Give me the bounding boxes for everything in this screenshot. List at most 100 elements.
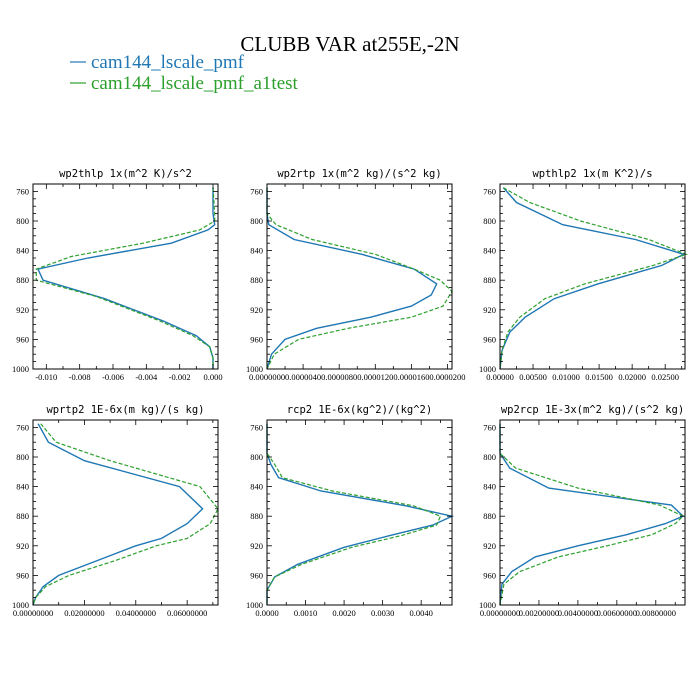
panel-1: wp2thlp 1x(m^2 K)/s^2 760 800 840 880 920 960 1… — [12, 168, 223, 382]
y-tick-label: 880 — [250, 275, 263, 285]
y-tick-label: 1000 — [12, 600, 29, 610]
y-tick-label: 1000 — [246, 364, 263, 374]
x-tick-label: 0.00800000 — [636, 608, 676, 618]
panels: wp2thlp 1x(m^2 K)/s^2 760 800 840 880 920 960 1… — [12, 168, 689, 618]
y-tick-label: 920 — [16, 305, 29, 315]
x-tick-label: 0.01500 — [585, 372, 613, 382]
x-tick-label: 0.0000 — [255, 608, 278, 618]
y-tick-label: 880 — [483, 511, 496, 521]
y-tick-label: 960 — [483, 570, 496, 580]
y-tick-label: 880 — [16, 275, 29, 285]
y-tick-label: 840 — [250, 482, 263, 492]
x-tick-label: 0.00600000 — [597, 608, 637, 618]
x-tick-label: 0.0000040 — [285, 372, 321, 382]
y-tick-label: 960 — [250, 570, 263, 580]
y-tick-label: 920 — [483, 541, 496, 551]
y-tick-label: 920 — [250, 305, 263, 315]
x-tick-label: 0.000 — [203, 372, 222, 382]
y-tick-label: 760 — [16, 422, 29, 432]
plot-frame — [266, 419, 453, 606]
y-tick-label: 920 — [483, 305, 496, 315]
figure-title: CLUBB VAR at255E,-2N — [240, 32, 459, 56]
y-tick-label: 1000 — [246, 600, 263, 610]
panel-title: wp2rtp 1x(m^2 kg)/(s^2 kg) — [277, 168, 441, 180]
series-line-1 — [266, 423, 455, 605]
y-tick-label: 800 — [250, 452, 263, 462]
y-tick-label: 840 — [16, 246, 29, 256]
x-tick-label: -0.002 — [169, 372, 191, 382]
y-tick-label: 1000 — [479, 364, 496, 374]
x-tick-label: 0.0000000 — [249, 372, 285, 382]
x-tick-label: -0.004 — [135, 372, 158, 382]
panel-title: wp2thlp 1x(m^2 K)/s^2 — [59, 168, 192, 180]
y-tick-label: 760 — [483, 422, 496, 432]
x-tick-label: -0.006 — [102, 372, 124, 382]
panel-title: wp2rcp 1E-3x(m^2 kg)/(s^2 kg) — [501, 404, 684, 416]
x-tick-label: 0.06000000 — [167, 608, 207, 618]
x-tick-label: 0.00000000 — [13, 608, 53, 618]
x-tick-label: -0.010 — [35, 372, 57, 382]
panel-2: wp2rtp 1x(m^2 kg)/(s^2 kg) 760 800 840 880 92… — [246, 168, 466, 382]
x-tick-label: 0.00000000 — [480, 608, 520, 618]
y-tick-label: 800 — [483, 452, 496, 462]
x-tick-label: 0.00500 — [519, 372, 547, 382]
x-tick-label: 0.0030 — [371, 608, 394, 618]
x-tick-label: 0.0000120 — [357, 372, 393, 382]
x-tick-label: 0.00400000 — [558, 608, 598, 618]
y-tick-label: 800 — [250, 216, 263, 226]
series-line-1 — [499, 187, 686, 370]
x-tick-label: 0.02000000 — [64, 608, 104, 618]
x-tick-label: 0.02000 — [618, 372, 646, 382]
y-tick-label: 760 — [16, 186, 29, 196]
x-tick-label: 0.00000 — [486, 372, 514, 382]
y-tick-label: 960 — [250, 334, 263, 344]
y-tick-label: 840 — [16, 482, 29, 492]
y-tick-label: 840 — [250, 246, 263, 256]
y-tick-label: 840 — [483, 246, 496, 256]
series-line-1 — [37, 187, 216, 369]
series-line-1 — [499, 423, 685, 606]
y-tick-label: 800 — [483, 216, 496, 226]
x-tick-label: 0.0040 — [409, 608, 432, 618]
plot-frame — [32, 419, 219, 606]
x-tick-label: 0.0000200 — [429, 372, 465, 382]
plot-frame — [499, 419, 686, 606]
panel-3: wpthlp2 1x(m K^2)/s 760 800 840 880 920 960 100… — [479, 168, 689, 382]
y-tick-label: 760 — [250, 186, 263, 196]
y-tick-label: 880 — [16, 511, 29, 521]
y-tick-label: 1000 — [479, 600, 496, 610]
series-line-2 — [35, 187, 216, 369]
series-line-2 — [499, 423, 685, 606]
panel-4: wprtp2 1E-6x(m kg)/(s kg) 760 800 840 880 920… — [12, 404, 219, 618]
y-tick-label: 920 — [16, 541, 29, 551]
series-line-1 — [266, 187, 438, 370]
panel-6: wp2rcp 1E-3x(m^2 kg)/(s^2 kg) 760 800 840 88… — [479, 404, 686, 618]
y-tick-label: 960 — [16, 334, 29, 344]
y-tick-label: 960 — [483, 334, 496, 344]
x-tick-label: 0.02500 — [651, 372, 679, 382]
y-tick-label: 880 — [250, 511, 263, 521]
y-tick-label: 1000 — [12, 364, 29, 374]
panel-title: rcp2 1E-6x(kg^2)/(kg^2) — [287, 404, 432, 416]
x-tick-label: 0.01000 — [552, 372, 580, 382]
series-line-2 — [32, 423, 219, 606]
y-tick-label: 760 — [483, 186, 496, 196]
y-tick-label: 880 — [483, 275, 496, 285]
plot-frame — [499, 183, 686, 370]
x-tick-label: 0.00200000 — [519, 608, 559, 618]
x-tick-label: 0.0000080 — [321, 372, 357, 382]
y-tick-label: 760 — [250, 422, 263, 432]
x-tick-label: 0.04000000 — [116, 608, 156, 618]
x-tick-label: -0.008 — [69, 372, 91, 382]
series-line-2 — [499, 187, 689, 370]
y-tick-label: 920 — [250, 541, 263, 551]
y-tick-label: 960 — [16, 570, 29, 580]
series-line-1 — [32, 423, 204, 606]
plot-frame — [266, 183, 453, 370]
panel-5: rcp2 1E-6x(kg^2)/(kg^2) 760 800 840 880 920 96… — [246, 404, 455, 618]
series-line-2 — [266, 423, 442, 605]
y-tick-label: 800 — [16, 452, 29, 462]
y-tick-label: 840 — [483, 482, 496, 492]
y-tick-label: 800 — [16, 216, 29, 226]
